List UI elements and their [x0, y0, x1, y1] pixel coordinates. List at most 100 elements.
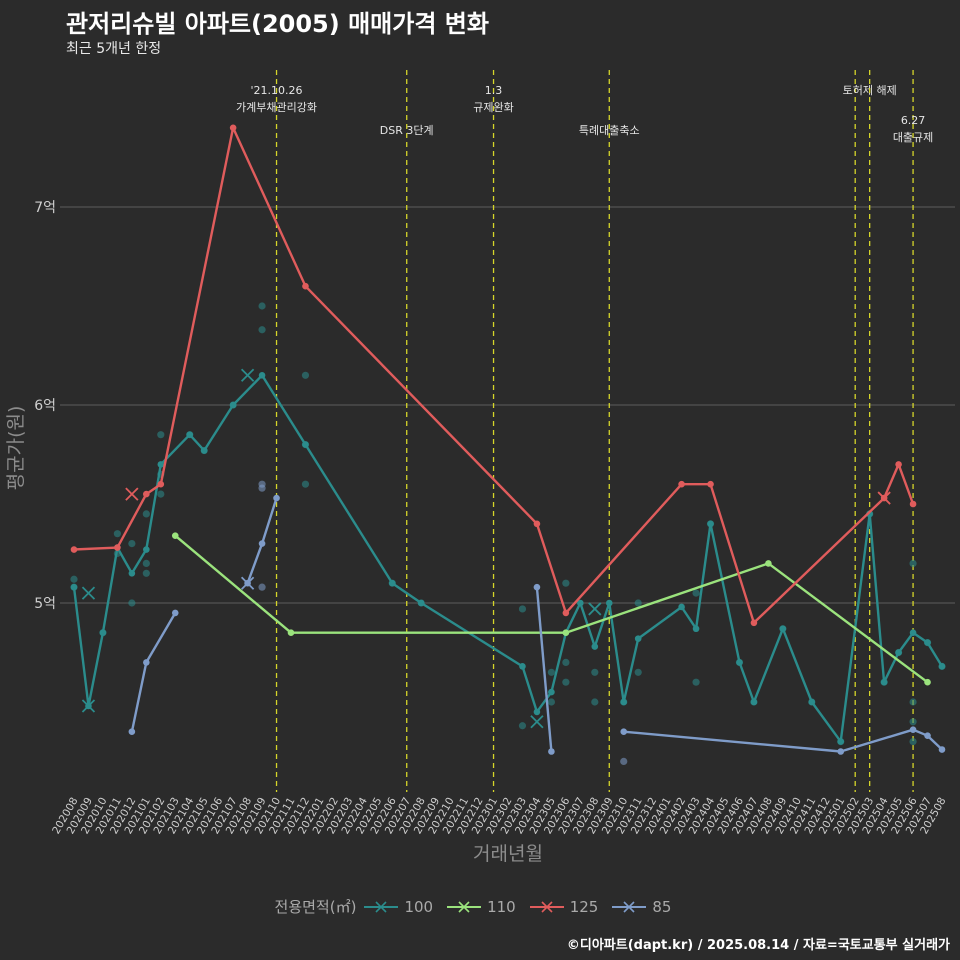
line-point: [765, 560, 772, 567]
legend-key-100: [364, 900, 399, 913]
data-point: [909, 738, 917, 746]
series-125: [70, 124, 917, 627]
legend-item-85: 85: [612, 897, 671, 917]
line-point: [548, 748, 555, 755]
line-point: [562, 609, 570, 617]
legend-label-125: 125: [569, 897, 599, 916]
data-point: [518, 722, 527, 730]
policy-event-label: 가계부채관리강화: [236, 101, 317, 114]
line-point: [924, 678, 931, 686]
line-point: [707, 520, 714, 528]
legend-label-100: 100: [404, 897, 434, 916]
line-point: [837, 748, 845, 755]
line-point: [837, 738, 845, 745]
x-marker: [81, 699, 96, 713]
line-point: [70, 546, 78, 553]
line-point: [157, 480, 165, 488]
line-point: [302, 282, 309, 290]
data-point: [258, 326, 266, 334]
x-marker: [81, 586, 96, 600]
line-point: [591, 643, 599, 650]
y-axis-title: 평균가(원): [5, 406, 27, 491]
data-point: [70, 575, 78, 583]
line-point: [620, 698, 628, 706]
line-point: [678, 603, 685, 611]
data-point: [142, 510, 150, 518]
line-point: [128, 570, 136, 577]
data-point: [562, 579, 570, 587]
y-tick-label: 5억: [34, 596, 56, 612]
line-point: [750, 619, 758, 627]
chart-subtitle: 최근 5개년 한정: [66, 41, 162, 57]
series-110: [171, 532, 931, 686]
line-point: [143, 659, 150, 666]
line-point: [533, 708, 541, 716]
line-point: [533, 583, 541, 591]
line-point: [157, 461, 165, 468]
policy-event-label: 대출규제: [893, 131, 933, 144]
line-point: [388, 579, 396, 587]
line-point: [577, 599, 584, 607]
data-point: [258, 302, 266, 310]
line-point: [302, 441, 309, 448]
series-line: [535, 587, 553, 752]
line-point: [924, 639, 931, 646]
series-85: [128, 480, 946, 766]
line-point: [128, 728, 136, 735]
x-marker: [240, 576, 255, 590]
legend: 전용면적(㎡) 100 110 125 85: [0, 896, 960, 917]
line-point: [70, 583, 78, 591]
series-line: [174, 534, 929, 684]
data-point: [258, 583, 266, 591]
line-point: [200, 447, 208, 454]
data-point: [909, 718, 917, 726]
data-point: [909, 559, 917, 568]
legend-title: 전용면적(㎡): [274, 898, 357, 916]
x-marker: [240, 368, 255, 382]
line-point: [692, 625, 700, 633]
line-point: [143, 546, 150, 553]
line-point: [634, 635, 642, 642]
line-point: [171, 609, 179, 617]
line-point: [417, 599, 425, 607]
data-point: [128, 599, 136, 607]
line-point: [548, 688, 555, 696]
policy-event-label: 1.3: [485, 84, 503, 97]
line-point: [171, 532, 179, 539]
line-point: [750, 698, 758, 706]
data-point: [562, 658, 570, 667]
x-marker: [588, 602, 602, 616]
data-point: [301, 480, 310, 488]
policy-event-label: '21.10.26: [251, 84, 303, 97]
line-point: [707, 480, 714, 488]
legend-label-85: 85: [652, 897, 672, 916]
line-point: [533, 520, 541, 528]
line-point: [895, 461, 902, 468]
legend-key-125: [529, 900, 564, 913]
data-point: [562, 678, 570, 686]
legend-item-125: 125: [529, 897, 599, 917]
line-point: [562, 629, 570, 636]
line-point: [938, 663, 946, 670]
line-point: [909, 726, 917, 734]
policy-event-label: 6.27: [901, 114, 926, 127]
y-tick-label: 7억: [34, 200, 56, 216]
chart-title: 관저리슈빌 아파트(2005) 매매가격 변화: [66, 10, 489, 38]
legend-item-110: 110: [447, 897, 516, 917]
legend-key-85: [612, 900, 647, 913]
policy-event-label: 규제완화: [473, 101, 513, 114]
line-point: [938, 746, 946, 753]
y-axis: 5억 6억 7억: [34, 200, 56, 612]
line-point: [678, 480, 685, 488]
data-point: [909, 698, 917, 706]
source-caption: ©디아파트(dapt.kr) / 2025.08.14 / 자료=국토교통부 실…: [566, 938, 950, 953]
data-point: [157, 431, 165, 439]
data-point: [142, 569, 150, 577]
policy-event-label: DSR 3단계: [380, 124, 434, 137]
grid-lines: [60, 206, 955, 604]
line-point: [114, 544, 121, 551]
x-marker: [125, 487, 139, 501]
line-point: [605, 599, 613, 607]
